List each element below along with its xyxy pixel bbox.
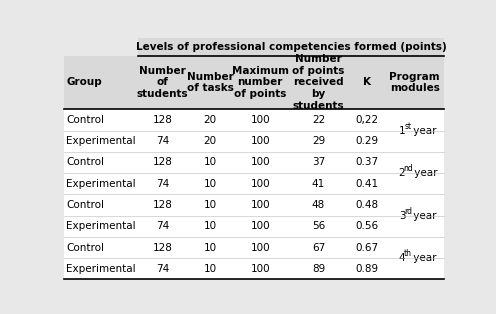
Text: 74: 74 xyxy=(156,221,169,231)
Text: Maximum
number
of points: Maximum number of points xyxy=(232,66,289,99)
Text: 67: 67 xyxy=(312,242,325,252)
Text: Number
of
students: Number of students xyxy=(137,66,188,99)
Text: st: st xyxy=(404,122,411,131)
Text: 0.37: 0.37 xyxy=(356,157,379,167)
Text: 100: 100 xyxy=(250,221,270,231)
Text: 128: 128 xyxy=(153,157,173,167)
Text: 128: 128 xyxy=(153,242,173,252)
Text: Experimental: Experimental xyxy=(66,221,136,231)
Text: Number
of points
received
by
students: Number of points received by students xyxy=(292,54,345,111)
Text: year: year xyxy=(411,168,437,178)
Text: 74: 74 xyxy=(156,179,169,189)
Text: 100: 100 xyxy=(250,157,270,167)
Bar xyxy=(138,38,444,56)
Text: 100: 100 xyxy=(250,264,270,274)
Text: 89: 89 xyxy=(312,264,325,274)
Text: Levels of professional competencies formed (points): Levels of professional competencies form… xyxy=(136,42,446,52)
Text: Number
of tasks: Number of tasks xyxy=(187,72,234,93)
Text: 0.41: 0.41 xyxy=(356,179,379,189)
Text: Experimental: Experimental xyxy=(66,264,136,274)
Text: 10: 10 xyxy=(204,157,217,167)
Text: 41: 41 xyxy=(312,179,325,189)
Text: 0.67: 0.67 xyxy=(356,242,379,252)
Text: nd: nd xyxy=(403,164,413,173)
Text: Experimental: Experimental xyxy=(66,136,136,146)
Text: 128: 128 xyxy=(153,115,173,125)
Text: rd: rd xyxy=(404,207,412,216)
Text: 3: 3 xyxy=(399,211,405,221)
Text: 20: 20 xyxy=(204,136,217,146)
Text: year: year xyxy=(410,126,436,136)
Text: 74: 74 xyxy=(156,136,169,146)
Text: Control: Control xyxy=(66,115,104,125)
Text: 37: 37 xyxy=(312,157,325,167)
Text: Control: Control xyxy=(66,242,104,252)
Text: 22: 22 xyxy=(312,115,325,125)
Text: Program
modules: Program modules xyxy=(389,72,440,93)
Text: th: th xyxy=(404,249,412,258)
Text: 1: 1 xyxy=(399,126,406,136)
Text: 0.89: 0.89 xyxy=(356,264,379,274)
Text: 100: 100 xyxy=(250,136,270,146)
Text: 0,22: 0,22 xyxy=(356,115,379,125)
Text: 10: 10 xyxy=(204,221,217,231)
Text: Control: Control xyxy=(66,157,104,167)
Text: 10: 10 xyxy=(204,200,217,210)
Text: 48: 48 xyxy=(312,200,325,210)
Text: 100: 100 xyxy=(250,115,270,125)
Text: Experimental: Experimental xyxy=(66,179,136,189)
Text: 29: 29 xyxy=(312,136,325,146)
Text: 10: 10 xyxy=(204,179,217,189)
Text: 10: 10 xyxy=(204,264,217,274)
Text: 10: 10 xyxy=(204,242,217,252)
Text: year: year xyxy=(410,253,436,263)
Bar xyxy=(64,56,444,109)
Text: 2: 2 xyxy=(398,168,405,178)
Text: Group: Group xyxy=(66,78,102,87)
Text: K: K xyxy=(363,78,371,87)
Text: 0.56: 0.56 xyxy=(356,221,379,231)
Text: Control: Control xyxy=(66,200,104,210)
Text: 4: 4 xyxy=(399,253,405,263)
Text: 100: 100 xyxy=(250,242,270,252)
Text: year: year xyxy=(410,211,436,221)
Text: 128: 128 xyxy=(153,200,173,210)
Text: 56: 56 xyxy=(312,221,325,231)
Text: 0.48: 0.48 xyxy=(356,200,379,210)
Text: 0.29: 0.29 xyxy=(356,136,379,146)
Text: 20: 20 xyxy=(204,115,217,125)
Bar xyxy=(64,109,444,279)
Text: 74: 74 xyxy=(156,264,169,274)
Text: 100: 100 xyxy=(250,200,270,210)
Text: 100: 100 xyxy=(250,179,270,189)
